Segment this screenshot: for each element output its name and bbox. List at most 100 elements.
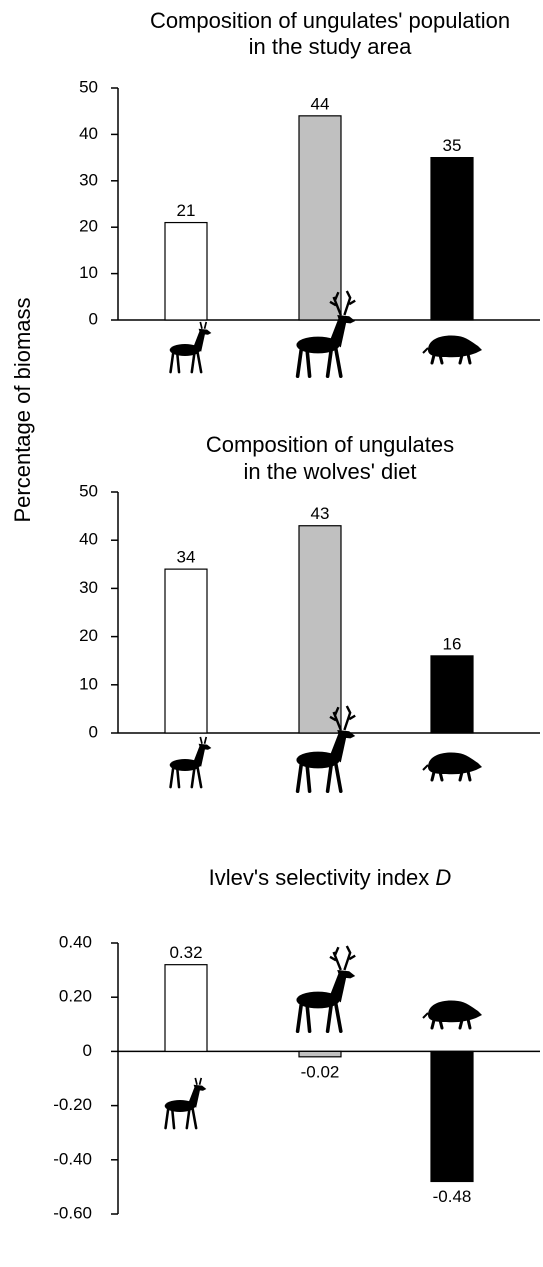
icon-head xyxy=(337,315,355,323)
icon-leg xyxy=(440,772,442,780)
y-tick-label: -0.20 xyxy=(53,1095,92,1114)
icon-tail xyxy=(423,1013,428,1018)
icon-leg xyxy=(328,350,332,376)
icon-head xyxy=(194,1085,207,1091)
bar xyxy=(165,569,207,733)
value-label: 44 xyxy=(311,94,330,113)
bar xyxy=(165,965,207,1052)
icon-leg xyxy=(172,1110,174,1128)
value-label: 16 xyxy=(443,634,462,653)
y-tick-label: 0.40 xyxy=(59,932,92,951)
icon-head xyxy=(337,730,355,738)
bar xyxy=(299,116,341,320)
icon-body xyxy=(428,336,482,358)
y-tick-label: 10 xyxy=(79,263,98,282)
icon-leg xyxy=(198,768,201,787)
figure: Percentage of biomass Composition of ung… xyxy=(0,0,543,1262)
icon-leg xyxy=(432,772,434,780)
y-tick-label: 0 xyxy=(89,309,98,328)
value-label: 43 xyxy=(311,504,330,523)
y-tick-label: 30 xyxy=(79,578,98,597)
icon-leg xyxy=(328,765,332,791)
icon-antlers xyxy=(200,737,206,744)
icon-leg xyxy=(440,355,442,363)
value-label: 0.32 xyxy=(169,943,202,962)
icon-leg xyxy=(432,1020,434,1028)
bar xyxy=(299,526,341,733)
icon-leg xyxy=(298,1005,302,1031)
icon-antlers xyxy=(200,322,206,329)
icon-antlers xyxy=(195,1078,201,1085)
icon-leg xyxy=(460,772,462,780)
icon-leg xyxy=(192,768,195,787)
y-tick-label: -0.60 xyxy=(53,1203,92,1222)
icon-leg xyxy=(468,354,470,363)
red-icon xyxy=(296,946,355,1031)
y-tick-label: 20 xyxy=(79,626,98,645)
icon-leg xyxy=(336,1005,341,1031)
chart-title: Composition of ungulates' population xyxy=(150,8,510,33)
bar xyxy=(165,223,207,320)
value-label: 21 xyxy=(177,201,196,220)
y-tick-label: 10 xyxy=(79,674,98,693)
value-label: -0.48 xyxy=(433,1187,472,1206)
icon-head xyxy=(337,970,355,978)
icon-leg xyxy=(171,353,174,372)
roe-icon xyxy=(170,737,212,787)
chart-title: Composition of ungulates xyxy=(206,432,454,457)
icon-head xyxy=(199,329,212,335)
y-tick-label: 0 xyxy=(83,1041,92,1060)
icon-leg xyxy=(440,1020,442,1028)
icon-leg xyxy=(192,353,195,372)
icon-antlers xyxy=(330,946,355,970)
y-tick-label: -0.40 xyxy=(53,1149,92,1168)
bar xyxy=(431,158,473,320)
roe-icon xyxy=(170,322,212,372)
icon-leg xyxy=(177,354,179,372)
icon-leg xyxy=(432,355,434,363)
y-tick-label: 50 xyxy=(79,481,98,500)
y-tick-label: 0.20 xyxy=(59,987,92,1006)
icon-leg xyxy=(336,765,341,791)
icon-leg xyxy=(298,765,302,791)
bar xyxy=(299,1051,341,1056)
icon-head xyxy=(199,744,212,750)
y-tick-label: 0 xyxy=(89,722,98,741)
icon-leg xyxy=(177,769,179,787)
bar xyxy=(431,656,473,733)
icon-leg xyxy=(198,353,201,372)
icon-tail xyxy=(423,348,428,353)
icon-leg xyxy=(460,355,462,363)
boar-icon xyxy=(423,336,482,363)
icon-leg xyxy=(166,1109,169,1128)
value-label: 35 xyxy=(443,136,462,155)
chart-title: in the study area xyxy=(249,34,412,59)
value-label: -0.02 xyxy=(301,1062,340,1081)
icon-leg xyxy=(307,766,309,791)
icon-leg xyxy=(468,771,470,780)
icon-leg xyxy=(171,768,174,787)
icon-leg xyxy=(307,351,309,376)
bar xyxy=(431,1051,473,1181)
chart-title-symbol: D xyxy=(435,865,451,890)
icon-leg xyxy=(187,1109,190,1128)
y-tick-label: 40 xyxy=(79,124,98,143)
icon-leg xyxy=(328,1005,332,1031)
icon-leg xyxy=(298,350,302,376)
value-label: 34 xyxy=(177,548,196,567)
icon-leg xyxy=(468,1019,470,1028)
y-axis-label: Percentage of biomass xyxy=(10,297,35,522)
roe-icon xyxy=(165,1078,207,1128)
chart-title: Ivlev's selectivity index D xyxy=(209,865,452,890)
icon-leg xyxy=(336,350,341,376)
y-tick-label: 30 xyxy=(79,170,98,189)
icon-leg xyxy=(193,1109,196,1128)
icon-tail xyxy=(423,765,428,770)
icon-body xyxy=(428,1001,482,1023)
chart-title: in the wolves' diet xyxy=(244,459,417,484)
y-tick-label: 40 xyxy=(79,530,98,549)
y-tick-label: 20 xyxy=(79,217,98,236)
icon-leg xyxy=(460,1020,462,1028)
y-tick-label: 50 xyxy=(79,77,98,96)
icon-leg xyxy=(307,1006,309,1031)
